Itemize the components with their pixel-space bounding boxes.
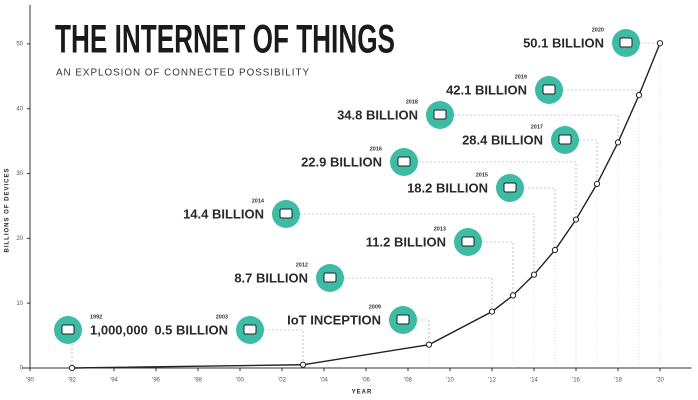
- data-point: [551, 246, 559, 254]
- callout-year: 2017: [531, 124, 543, 130]
- callout-year: 2015: [476, 172, 488, 178]
- leader-line: [264, 329, 304, 365]
- leader-line: [563, 89, 640, 96]
- data-point: [572, 216, 580, 223]
- x-tick-label: '10: [446, 378, 454, 384]
- icon-glyph: [558, 134, 572, 145]
- leader-line: [418, 161, 577, 220]
- value-label: 1,000,000: [90, 322, 148, 337]
- data-point: [593, 180, 601, 188]
- chart-title: THE INTERNET OF THINGS: [55, 18, 395, 62]
- x-tick-label: '18: [614, 378, 622, 384]
- data-point: [425, 341, 433, 348]
- x-tick-label: '02: [278, 378, 286, 384]
- callout-year: 2013: [434, 226, 446, 232]
- leader-line: [482, 241, 514, 296]
- data-point: [530, 271, 538, 278]
- x-tick-label: '16: [572, 378, 580, 384]
- x-tick-label: '20: [656, 378, 664, 384]
- data-point: [299, 361, 307, 368]
- leader-line: [524, 187, 556, 251]
- icon-glyph: [542, 84, 556, 95]
- icon-glyph: [61, 324, 75, 335]
- value-label: 34.8 BILLION: [337, 107, 418, 122]
- data-point: [68, 364, 76, 372]
- icon-glyph: [279, 208, 293, 219]
- x-tick-label: '14: [530, 378, 538, 384]
- callout-year: 2003: [216, 314, 228, 320]
- x-tick-label: '06: [362, 378, 370, 384]
- callout-year: 2012: [296, 262, 308, 268]
- leader-line: [417, 319, 430, 345]
- callout-year: 2018: [406, 99, 418, 105]
- x-tick-label: '92: [68, 378, 76, 384]
- y-tick-label: 40: [16, 106, 23, 112]
- icon-glyph: [243, 324, 257, 335]
- x-tick-label: '90: [26, 378, 34, 384]
- y-tick-label: 20: [16, 236, 23, 242]
- icon-glyph: [396, 314, 410, 325]
- callout-year: 2009: [369, 304, 381, 310]
- icon-glyph: [433, 109, 447, 120]
- y-tick-label: 30: [16, 171, 23, 177]
- value-label: 14.4 BILLION: [183, 206, 264, 221]
- x-tick-label: '08: [404, 378, 412, 384]
- value-label: 8.7 BILLION: [234, 270, 308, 285]
- data-line: [71, 42, 661, 369]
- chart-subtitle: AN EXPLOSION OF CONNECTED POSSIBILITY: [56, 68, 310, 79]
- data-point: [656, 40, 664, 47]
- leader-line: [579, 139, 598, 184]
- value-label: 18.2 BILLION: [407, 180, 488, 195]
- icon-glyph: [461, 236, 475, 247]
- icon-glyph: [323, 272, 337, 283]
- icon-glyph: [397, 156, 411, 167]
- callout-year: 2020: [592, 27, 604, 33]
- y-axis-label: BILLIONS OF DEVICES: [5, 167, 11, 252]
- leader-line: [344, 277, 493, 312]
- data-point: [614, 139, 622, 146]
- y-tick-label: 50: [16, 41, 23, 47]
- leader-line: [300, 213, 535, 275]
- data-point: [635, 92, 643, 99]
- callout-year: 1992: [90, 314, 102, 320]
- callout-year: 2014: [252, 198, 265, 204]
- x-tick-label: '04: [320, 378, 328, 384]
- value-label: 0.5 BILLION: [154, 322, 228, 337]
- leader-line: [454, 114, 619, 143]
- data-point: [488, 308, 496, 315]
- x-tick-label: '12: [488, 378, 496, 384]
- x-tick-label: '94: [110, 378, 118, 384]
- icon-glyph: [619, 37, 633, 48]
- y-tick-label: 10: [16, 301, 23, 307]
- x-tick-label: '98: [194, 378, 202, 384]
- x-tick-label: '00: [236, 378, 244, 384]
- callout-year: 2019: [515, 74, 527, 80]
- value-label: 50.1 BILLION: [523, 35, 604, 50]
- data-point: [509, 292, 517, 299]
- value-label: 42.1 BILLION: [446, 82, 527, 97]
- y-tick-label: 0: [20, 366, 24, 372]
- icon-glyph: [503, 182, 517, 193]
- annotation: IoT INCEPTION: [287, 312, 381, 327]
- value-label: 11.2 BILLION: [366, 234, 446, 249]
- value-label: 22.9 BILLION: [301, 154, 382, 169]
- x-tick-label: '96: [152, 378, 160, 384]
- value-label: 28.4 BILLION: [462, 132, 543, 147]
- callout-year: 2016: [370, 146, 382, 152]
- x-axis-label: YEAR: [352, 390, 373, 396]
